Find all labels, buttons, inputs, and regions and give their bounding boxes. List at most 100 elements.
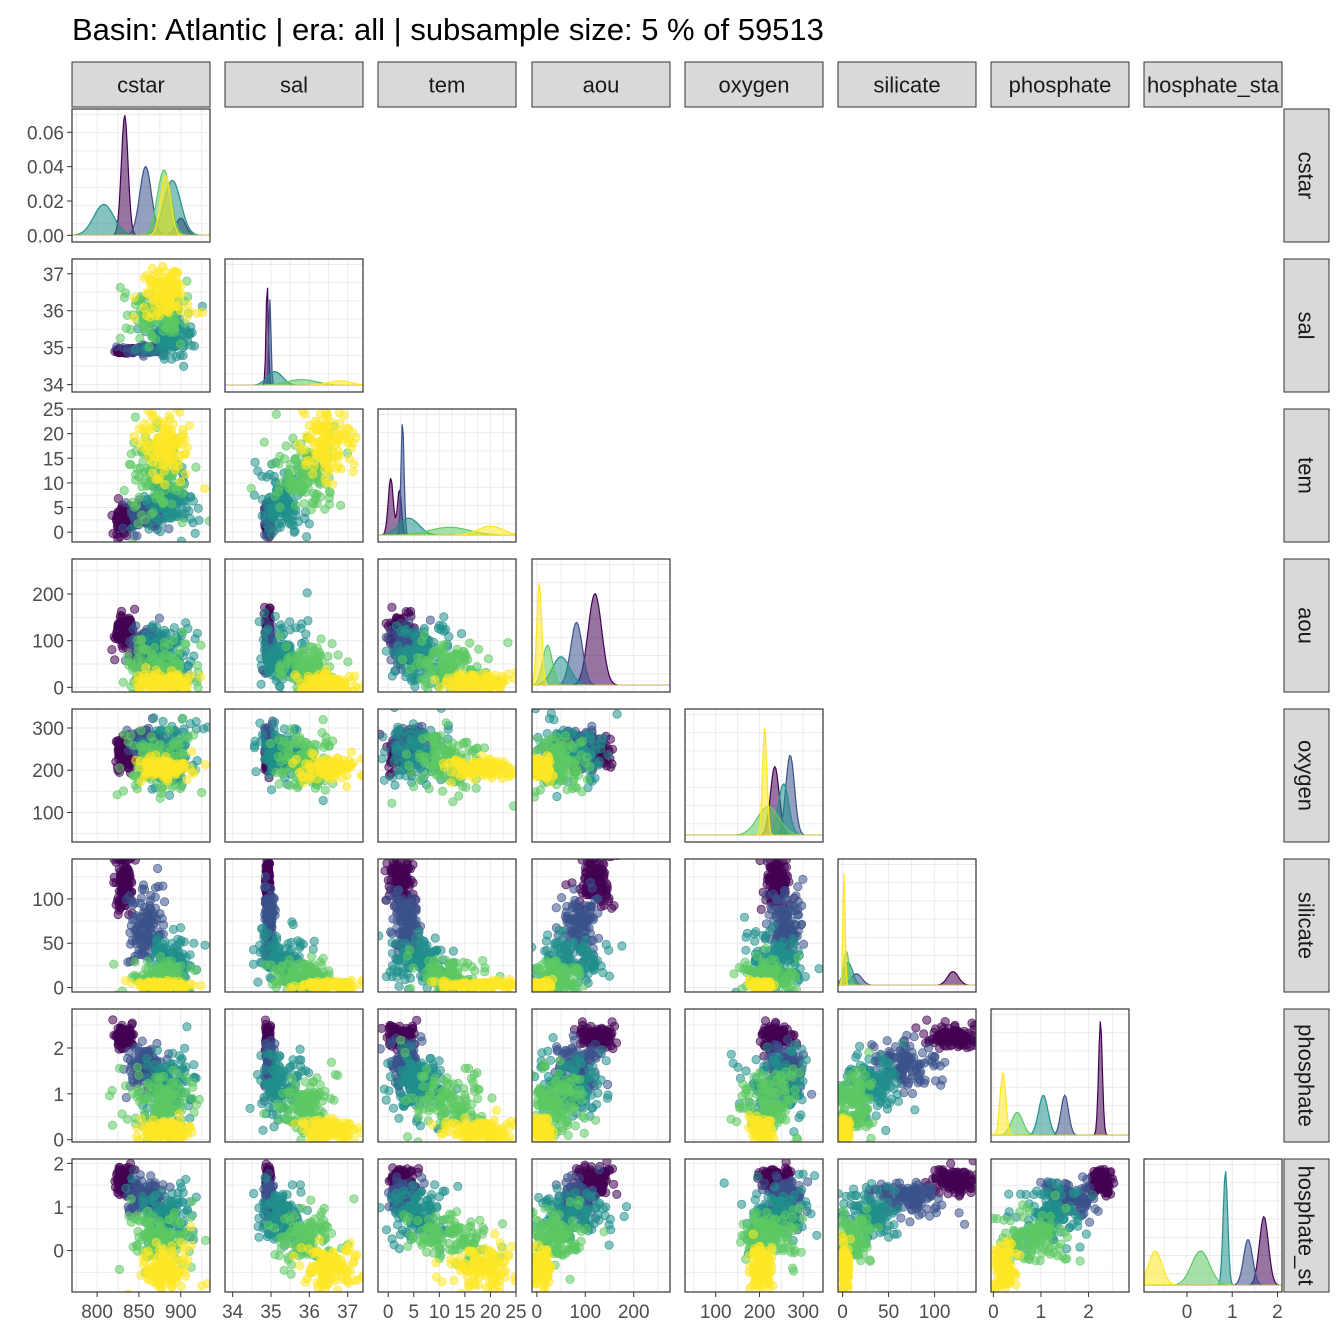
scatter-point: [327, 638, 337, 649]
scatter-point: [148, 651, 158, 661]
scatter-point: [322, 411, 332, 421]
scatter-point: [348, 428, 358, 438]
scatter-point: [116, 750, 127, 760]
scatter-point: [122, 617, 132, 627]
scatter-point: [304, 760, 314, 770]
scatter-point: [200, 483, 210, 494]
scatter-point: [135, 333, 145, 344]
scatter-point: [439, 612, 449, 622]
scatter-point: [192, 660, 202, 671]
scatter-point: [331, 682, 342, 692]
scatter-point: [425, 615, 435, 625]
scatter-point: [286, 724, 296, 734]
y-tick-label: 300: [32, 719, 64, 740]
scatter-point: [171, 267, 182, 277]
y-tick-label: 0.02: [27, 192, 64, 213]
scatter-point: [176, 683, 186, 692]
scatter-point: [281, 641, 291, 652]
scatter-point: [175, 339, 186, 349]
row-strip-aou: aou: [1283, 558, 1330, 693]
scatter-point: [455, 678, 466, 688]
scatter-point: [476, 681, 486, 691]
scatter-point: [479, 696, 487, 704]
scatter-point: [431, 647, 441, 658]
scatter-point: [300, 445, 310, 455]
scatter-point: [318, 795, 328, 806]
scatter-point: [281, 441, 291, 451]
scatter-point: [314, 651, 324, 661]
scatter-point: [144, 342, 154, 352]
scatter-point: [277, 769, 287, 779]
scatter-point: [150, 691, 155, 692]
scatter-point: [115, 282, 125, 292]
scatter-point: [334, 409, 344, 418]
scatter-point: [413, 653, 423, 663]
row-strip-label: hosphate_st: [1294, 1166, 1319, 1286]
panel-aou-vs-aou: [531, 558, 671, 693]
scatter-point: [283, 653, 293, 664]
scatter-point: [162, 399, 170, 407]
scatter-point: [144, 524, 154, 534]
scatter-point: [171, 409, 181, 413]
y-tick-label: 0.04: [27, 158, 64, 179]
y-tick-label: 5: [53, 499, 64, 520]
scatter-point: [335, 500, 346, 510]
scatter-point: [466, 677, 476, 688]
column-strip-label: tem: [429, 73, 466, 98]
scatter-point: [131, 470, 141, 480]
y-tick-label: 25: [43, 400, 64, 421]
scatter-point: [286, 693, 294, 701]
scatter-point: [274, 481, 284, 492]
scatter-point: [342, 686, 352, 692]
scatter-point: [276, 659, 286, 669]
scatter-point: [147, 330, 157, 340]
scatter-point: [288, 520, 298, 531]
scatter-point: [429, 695, 437, 703]
scatter-point: [147, 784, 157, 794]
scatter-point: [316, 634, 326, 644]
scatter-point: [261, 514, 272, 524]
scatter-point: [126, 449, 136, 459]
scatter-point: [327, 479, 338, 489]
y-tick-label: 200: [32, 761, 64, 782]
panel-tem-vs-tem: [377, 408, 517, 543]
scatter-point: [162, 776, 173, 786]
scatter-point: [141, 663, 151, 673]
scatter-point: [357, 754, 363, 764]
scatter-point: [156, 494, 166, 504]
scatter-point: [112, 790, 122, 800]
scatter-point: [150, 629, 160, 639]
scatter-point: [158, 716, 168, 727]
scatter-point: [299, 498, 309, 509]
scatter-point: [475, 694, 483, 702]
scatter-point: [353, 683, 363, 692]
scatter-point: [261, 472, 272, 482]
column-strip-label: oxygen: [719, 73, 790, 98]
scatter-point: [266, 529, 276, 540]
scatter-point: [348, 467, 358, 477]
scatter-point: [173, 736, 183, 746]
y-tick-label: 35: [43, 339, 64, 360]
scatter-point: [341, 781, 352, 792]
column-strip-cstar: cstar: [71, 61, 211, 108]
scatter-point: [425, 694, 433, 702]
scatter-point: [269, 724, 279, 734]
row-strip-tem: tem: [1283, 408, 1330, 543]
scatter-point: [334, 451, 344, 461]
scatter-point: [148, 770, 158, 780]
scatter-point: [157, 763, 167, 774]
scatter-point: [257, 494, 267, 504]
scatter-point: [157, 691, 164, 692]
scatter-point: [503, 669, 513, 679]
scatter-point: [110, 655, 120, 665]
scatter-point: [113, 509, 123, 520]
scatter-point: [503, 637, 513, 648]
scatter-point: [286, 481, 296, 491]
scatter-point: [387, 671, 397, 681]
scatter-point: [312, 740, 322, 750]
scatter-point: [129, 432, 139, 442]
row-strip-phosphate_star: hosphate_st: [1283, 1158, 1330, 1293]
scatter-point: [174, 658, 184, 669]
scatter-point: [264, 661, 274, 671]
